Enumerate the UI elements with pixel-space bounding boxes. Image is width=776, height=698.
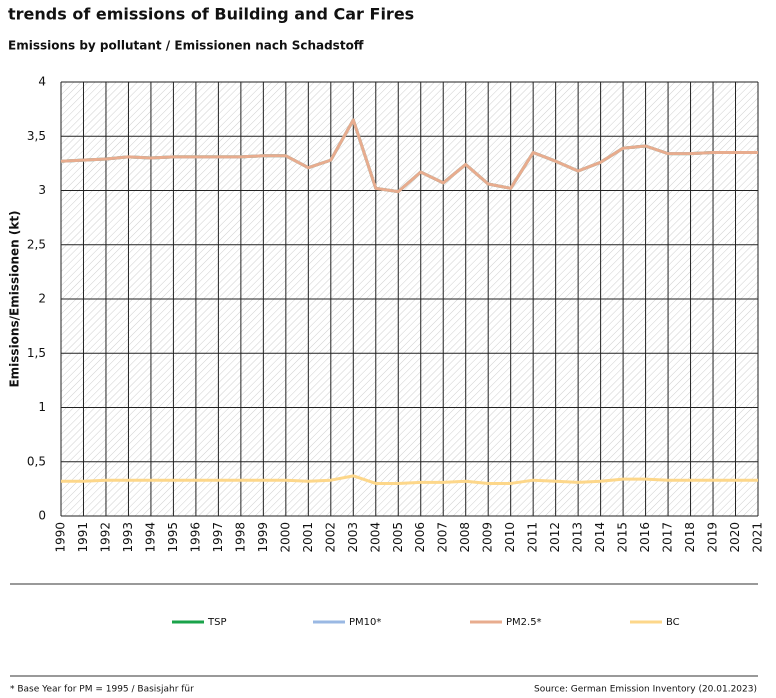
x-tick-label: 1998 bbox=[233, 522, 247, 553]
y-tick-label: 3,5 bbox=[27, 129, 46, 143]
y-tick-label: 2 bbox=[38, 292, 46, 306]
x-tick-label: 2011 bbox=[526, 522, 540, 553]
y-tick-label: 0 bbox=[38, 509, 46, 523]
source: Source: German Emission Inventory (20.01… bbox=[534, 685, 757, 695]
x-tick-label: 2016 bbox=[638, 522, 652, 553]
x-tick-label: 2000 bbox=[278, 522, 292, 553]
x-tick-label: 2003 bbox=[346, 522, 360, 553]
legend-label: TSP bbox=[207, 617, 227, 628]
x-tick-label: 2015 bbox=[616, 522, 630, 553]
x-tick-label: 2020 bbox=[728, 522, 742, 553]
x-tick-label: 2017 bbox=[661, 522, 675, 553]
y-tick-label: 4 bbox=[38, 75, 46, 89]
legend-label: PM10* bbox=[349, 617, 381, 628]
x-tick-label: 2008 bbox=[458, 522, 472, 553]
x-tick-label: 1992 bbox=[98, 522, 112, 553]
x-tick-label: 1994 bbox=[143, 522, 157, 553]
x-tick-label: 2012 bbox=[548, 522, 562, 553]
legend-label: BC bbox=[666, 617, 680, 628]
x-tick-label: 2004 bbox=[368, 522, 382, 553]
x-tick-label: 2009 bbox=[481, 522, 495, 553]
y-tick-label: 0,5 bbox=[27, 454, 46, 468]
x-tick-label: 1990 bbox=[54, 522, 68, 553]
x-tick-label: 2001 bbox=[301, 522, 315, 553]
y-tick-label: 2,5 bbox=[27, 237, 46, 251]
series-line bbox=[60, 118, 758, 194]
x-tick-label: 2019 bbox=[706, 522, 720, 553]
x-tick-label: 1997 bbox=[211, 522, 225, 553]
footnote: * Base Year for PM = 1995 / Basisjahr fü… bbox=[10, 685, 194, 695]
x-tick-label: 2018 bbox=[683, 522, 697, 553]
x-tick-label: 2014 bbox=[593, 522, 607, 553]
y-axis-label: Emissions/Emissionen (kt) bbox=[8, 210, 22, 387]
y-tick-label: 1 bbox=[38, 400, 46, 414]
x-tick-label: 2006 bbox=[413, 522, 427, 553]
x-tick-label: 1999 bbox=[256, 522, 270, 553]
x-tick-label: 2013 bbox=[571, 522, 585, 553]
chart-title: trends of emissions of Building and Car … bbox=[8, 5, 414, 24]
x-tick-label: 2007 bbox=[436, 522, 450, 553]
series-line bbox=[61, 474, 758, 485]
chart-subtitle: Emissions by pollutant / Emissionen nach… bbox=[8, 39, 364, 53]
x-tick-label: 2002 bbox=[323, 522, 337, 553]
y-tick-label: 3 bbox=[38, 183, 46, 197]
x-tick-label: 2021 bbox=[751, 522, 765, 553]
x-tick-label: 1991 bbox=[76, 522, 90, 553]
x-tick-label: 2005 bbox=[391, 522, 405, 553]
y-tick-label: 1,5 bbox=[27, 346, 46, 360]
x-tick-label: 2010 bbox=[503, 522, 517, 553]
x-tick-label: 1996 bbox=[188, 522, 202, 553]
x-tick-label: 1995 bbox=[166, 522, 180, 553]
legend-label: PM2.5* bbox=[506, 617, 542, 628]
x-tick-label: 1993 bbox=[121, 522, 135, 553]
